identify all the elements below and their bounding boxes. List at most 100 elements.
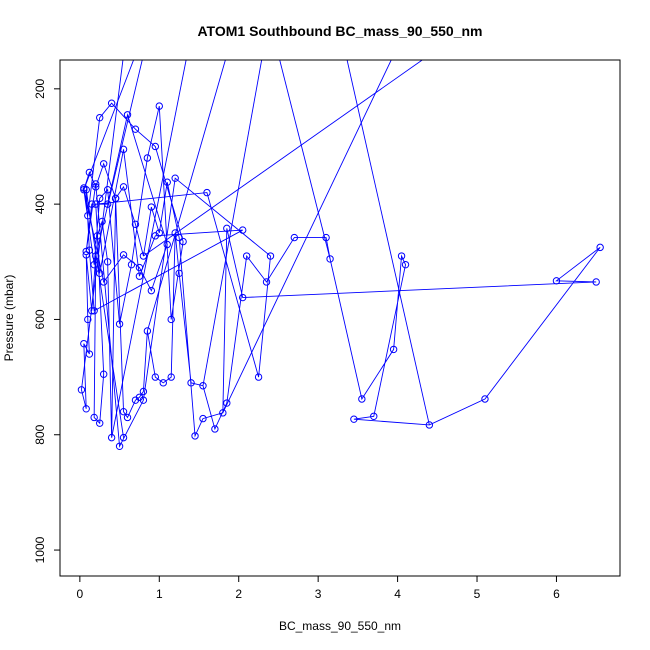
- data-point: [103, 258, 112, 266]
- data-point: [119, 251, 128, 259]
- data-point: [481, 395, 489, 403]
- data-point: [119, 433, 128, 442]
- data-point: [98, 217, 106, 226]
- x-tick-label: 3: [315, 587, 322, 601]
- data-point: [187, 379, 195, 387]
- data-point: [350, 415, 358, 423]
- series-segment: [146, 60, 226, 332]
- data-point: [119, 183, 128, 191]
- series-segment: [83, 60, 135, 190]
- series-segment: [143, 60, 424, 257]
- data-point: [92, 252, 100, 260]
- data-point: [425, 421, 434, 429]
- data-point: [99, 160, 108, 168]
- data-point: [123, 413, 132, 422]
- y-tick-label: 1000: [33, 536, 47, 563]
- series-segment: [346, 60, 430, 426]
- y-axis-label: Pressure (mbar): [2, 275, 16, 362]
- data-point: [107, 99, 116, 107]
- data-point: [103, 186, 112, 194]
- data-point: [199, 414, 207, 423]
- data-point: [179, 237, 187, 246]
- data-point: [151, 142, 160, 151]
- data-point: [127, 260, 136, 269]
- data-point: [147, 203, 156, 211]
- data-point: [131, 125, 140, 133]
- data-point: [223, 224, 231, 233]
- data-point: [401, 260, 410, 269]
- data-point: [242, 252, 251, 260]
- data-point: [199, 382, 207, 390]
- plot-frame: [59, 59, 621, 577]
- x-axis-label: BC_mass_90_550_nm: [279, 619, 401, 633]
- data-point: [151, 232, 160, 240]
- data-point: [322, 233, 330, 242]
- data-point: [115, 442, 124, 450]
- data-point: [93, 232, 102, 240]
- data-point: [397, 252, 406, 260]
- data-point: [171, 174, 179, 182]
- data-point: [85, 246, 94, 254]
- data-point: [191, 432, 199, 440]
- data-point: [167, 315, 175, 324]
- data-point: [167, 373, 175, 381]
- data-point: [119, 407, 128, 416]
- data-point: [82, 186, 90, 194]
- data-point: [219, 409, 227, 417]
- data-point: [84, 315, 92, 324]
- data-point: [254, 373, 263, 381]
- data-point: [135, 263, 144, 272]
- series-segment: [81, 60, 124, 390]
- data-point: [96, 113, 104, 122]
- data-point: [211, 425, 219, 433]
- x-tick-label: 1: [156, 587, 163, 601]
- data-point: [262, 278, 271, 286]
- data-point: [326, 255, 334, 263]
- data-point: [82, 405, 90, 413]
- data-point: [92, 180, 100, 188]
- data-point: [163, 240, 171, 249]
- y-tick-label: 200: [33, 78, 47, 98]
- data-point: [90, 307, 98, 315]
- y-axis: 200 400 600 800 1000: [33, 78, 61, 563]
- data-point: [358, 395, 366, 403]
- data-point: [175, 269, 183, 278]
- data-point: [370, 412, 378, 420]
- data-point: [96, 194, 104, 203]
- series-segment: [95, 60, 143, 257]
- data-point: [238, 226, 247, 234]
- data-point: [123, 111, 132, 119]
- data-point: [203, 188, 211, 197]
- data-point: [139, 252, 148, 260]
- data-point: [111, 194, 120, 203]
- data-point: [139, 396, 148, 404]
- data-point: [290, 233, 299, 242]
- chart-title: ATOM1 Southbound BC_mass_90_550_nm: [197, 23, 482, 39]
- data-point: [96, 419, 104, 427]
- data-point: [119, 145, 128, 154]
- x-tick-label: 4: [394, 587, 401, 601]
- data-point: [175, 233, 183, 242]
- data-point: [151, 373, 160, 381]
- series-segment: [111, 60, 187, 438]
- x-tick-label: 0: [77, 587, 84, 601]
- data-point: [143, 154, 152, 162]
- data-point: [99, 278, 108, 286]
- x-tick-label: 5: [474, 587, 481, 601]
- data-point: [155, 102, 163, 110]
- data-point: [84, 211, 92, 220]
- data-point: [80, 339, 88, 348]
- data-points: [77, 99, 604, 450]
- series-segment: [279, 60, 331, 260]
- data-point: [90, 413, 98, 422]
- data-point: [77, 386, 86, 394]
- data-point: [171, 229, 179, 237]
- data-point: [135, 272, 144, 280]
- data-point: [163, 178, 171, 186]
- series-line: [81, 102, 601, 448]
- data-point: [85, 350, 94, 358]
- data-point: [103, 200, 112, 208]
- data-point: [80, 184, 88, 192]
- data-point: [147, 286, 156, 295]
